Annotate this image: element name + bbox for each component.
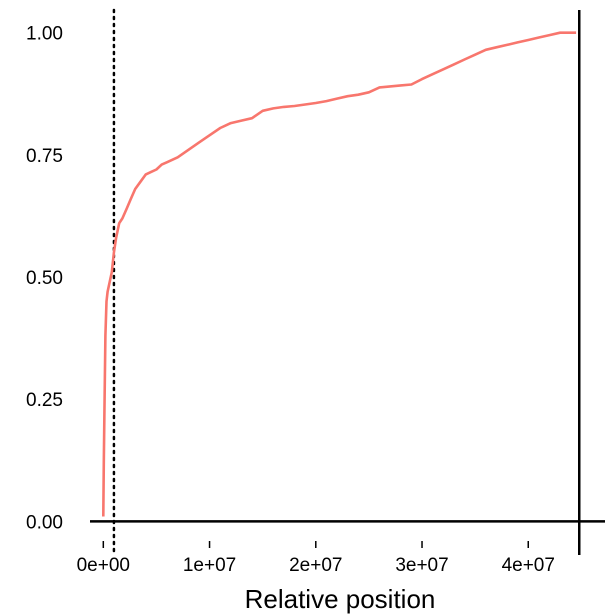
x-tick-label: 3e+07 bbox=[395, 555, 448, 576]
y-tick-label: 0.00 bbox=[26, 512, 63, 533]
y-tick-label: 1.00 bbox=[26, 24, 63, 45]
x-tick-label: 0e+00 bbox=[77, 555, 130, 576]
x-axis: 0e+00 1e+07 2e+07 3e+07 4e+07 bbox=[77, 541, 555, 576]
x-axis-title: Relative position bbox=[245, 584, 436, 614]
y-tick-label: 0.50 bbox=[26, 268, 63, 289]
y-axis: 0.00 0.25 0.50 0.75 1.00 bbox=[26, 24, 63, 534]
reference-lines bbox=[90, 8, 605, 557]
x-tick-label: 2e+07 bbox=[289, 555, 342, 576]
y-tick-label: 0.75 bbox=[26, 146, 63, 167]
y-tick-label: 0.25 bbox=[26, 390, 63, 411]
series-group bbox=[102, 31, 577, 517]
series-line bbox=[102, 31, 577, 517]
x-tick-label: 1e+07 bbox=[183, 555, 236, 576]
x-tick-label: 4e+07 bbox=[502, 555, 555, 576]
